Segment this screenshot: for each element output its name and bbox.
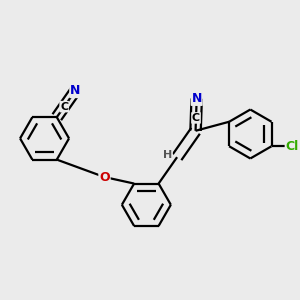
Text: N: N: [70, 84, 80, 97]
Text: Cl: Cl: [286, 140, 299, 153]
Text: O: O: [99, 171, 110, 184]
Text: C: C: [192, 113, 200, 123]
Text: H: H: [163, 150, 172, 160]
Text: C: C: [60, 102, 68, 112]
Text: N: N: [191, 92, 202, 105]
